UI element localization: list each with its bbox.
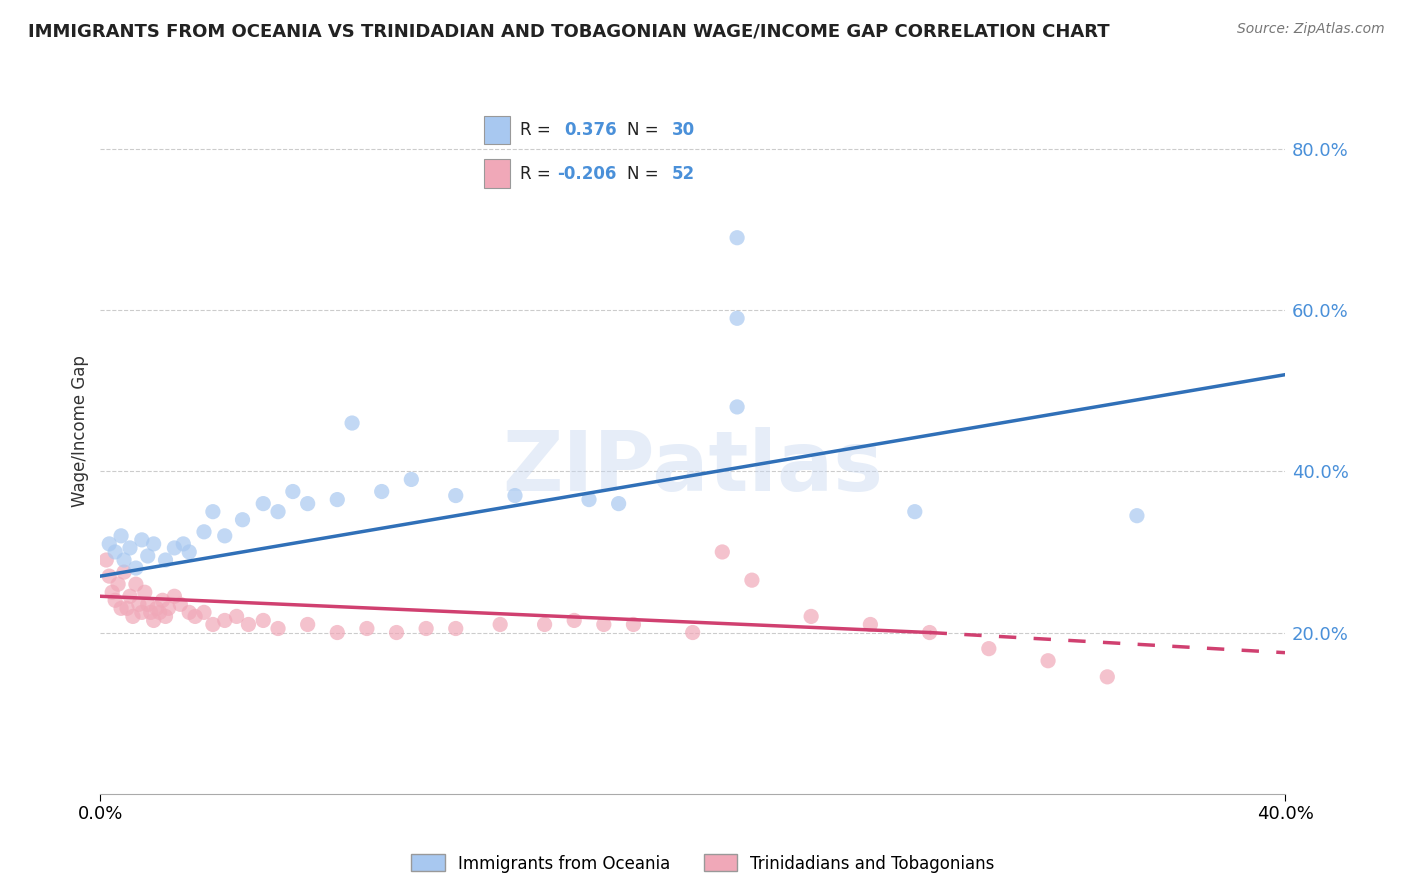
Point bbox=[179, 545, 201, 559]
Point bbox=[145, 601, 167, 615]
Point bbox=[163, 541, 186, 555]
Point bbox=[415, 622, 437, 636]
Point bbox=[98, 537, 121, 551]
Point bbox=[101, 585, 124, 599]
Point bbox=[252, 497, 274, 511]
Point bbox=[136, 597, 159, 611]
Point bbox=[489, 617, 512, 632]
Text: ZIPatlas: ZIPatlas bbox=[502, 427, 883, 508]
Point bbox=[104, 545, 127, 559]
Point bbox=[741, 573, 763, 587]
Point bbox=[125, 577, 148, 591]
Point bbox=[725, 311, 748, 326]
Point bbox=[623, 617, 645, 632]
Legend: Immigrants from Oceania, Trinidadians and Tobagonians: Immigrants from Oceania, Trinidadians an… bbox=[405, 847, 1001, 880]
Point bbox=[149, 606, 172, 620]
Point bbox=[110, 529, 132, 543]
Point bbox=[401, 472, 423, 486]
Point bbox=[201, 617, 224, 632]
Point bbox=[225, 609, 247, 624]
Point bbox=[562, 614, 585, 628]
Point bbox=[800, 609, 823, 624]
Point bbox=[139, 606, 162, 620]
Point bbox=[267, 505, 290, 519]
Point bbox=[131, 533, 153, 547]
Point bbox=[128, 597, 150, 611]
Point bbox=[503, 489, 526, 503]
Point bbox=[110, 601, 132, 615]
Point bbox=[607, 497, 630, 511]
Point bbox=[281, 484, 304, 499]
Point bbox=[96, 553, 118, 567]
Point bbox=[533, 617, 555, 632]
Point bbox=[725, 231, 748, 245]
Point bbox=[326, 625, 349, 640]
Point bbox=[859, 617, 882, 632]
Point bbox=[1097, 670, 1119, 684]
Point bbox=[682, 625, 704, 640]
Point bbox=[297, 617, 319, 632]
Point bbox=[142, 537, 165, 551]
Point bbox=[1126, 508, 1149, 523]
Point bbox=[115, 601, 138, 615]
Point bbox=[370, 484, 392, 499]
Point bbox=[578, 492, 600, 507]
Point bbox=[326, 492, 349, 507]
Text: IMMIGRANTS FROM OCEANIA VS TRINIDADIAN AND TOBAGONIAN WAGE/INCOME GAP CORRELATIO: IMMIGRANTS FROM OCEANIA VS TRINIDADIAN A… bbox=[28, 22, 1109, 40]
Point bbox=[152, 593, 174, 607]
Point bbox=[122, 609, 145, 624]
Point bbox=[163, 589, 186, 603]
Point bbox=[977, 641, 1000, 656]
Point bbox=[131, 606, 153, 620]
Point bbox=[155, 553, 177, 567]
Point bbox=[711, 545, 734, 559]
Point bbox=[107, 577, 129, 591]
Point bbox=[340, 416, 363, 430]
Point bbox=[214, 614, 236, 628]
Point bbox=[125, 561, 148, 575]
Point bbox=[142, 614, 165, 628]
Point bbox=[231, 513, 253, 527]
Point bbox=[193, 524, 215, 539]
Point bbox=[252, 614, 274, 628]
Text: Source: ZipAtlas.com: Source: ZipAtlas.com bbox=[1237, 22, 1385, 37]
Y-axis label: Wage/Income Gap: Wage/Income Gap bbox=[72, 355, 89, 507]
Point bbox=[118, 541, 141, 555]
Point bbox=[179, 606, 201, 620]
Point bbox=[104, 593, 127, 607]
Point bbox=[238, 617, 260, 632]
Point bbox=[1036, 654, 1059, 668]
Point bbox=[118, 589, 141, 603]
Point bbox=[592, 617, 614, 632]
Point bbox=[444, 489, 467, 503]
Point bbox=[904, 505, 927, 519]
Point bbox=[134, 585, 156, 599]
Point bbox=[267, 622, 290, 636]
Point bbox=[157, 601, 180, 615]
Point bbox=[385, 625, 408, 640]
Point bbox=[136, 549, 159, 563]
Point bbox=[184, 609, 207, 624]
Point bbox=[98, 569, 121, 583]
Point bbox=[297, 497, 319, 511]
Point bbox=[155, 609, 177, 624]
Point bbox=[112, 553, 135, 567]
Point bbox=[112, 565, 135, 579]
Point bbox=[172, 537, 194, 551]
Point bbox=[444, 622, 467, 636]
Point bbox=[725, 400, 748, 414]
Point bbox=[193, 606, 215, 620]
Point bbox=[356, 622, 378, 636]
Point bbox=[214, 529, 236, 543]
Point bbox=[169, 597, 191, 611]
Point bbox=[918, 625, 941, 640]
Point bbox=[201, 505, 224, 519]
